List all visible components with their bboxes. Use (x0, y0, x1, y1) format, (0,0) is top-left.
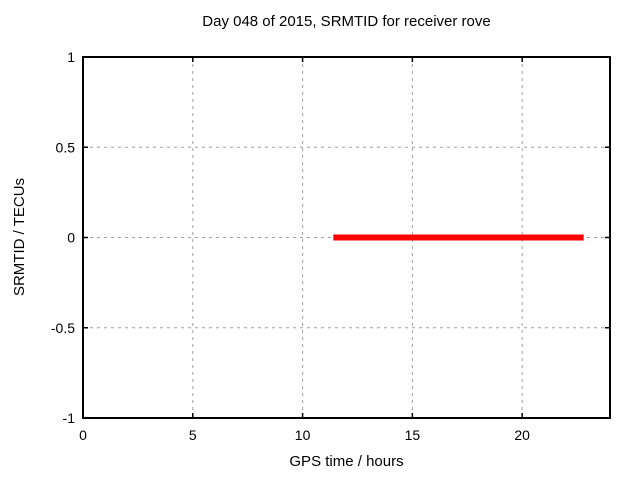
x-tick-label: 15 (405, 427, 421, 443)
y-axis-label: SRMTID / TECUs (11, 177, 28, 297)
y-tick-label: 0.5 (56, 139, 76, 155)
x-axis-label: GPS time / hours (289, 453, 404, 470)
x-tick-label: 20 (514, 427, 530, 443)
y-tick-label: -0.5 (51, 320, 75, 336)
y-tick-label: 0 (67, 230, 75, 246)
x-tick-label: 10 (295, 427, 311, 443)
x-tick-label: 5 (189, 427, 197, 443)
y-tick-label: 1 (67, 49, 75, 65)
y-tick-label: -1 (63, 410, 76, 426)
x-tick-label: 0 (79, 427, 87, 443)
chart-title: Day 048 of 2015, SRMTID for receiver rov… (202, 13, 491, 30)
